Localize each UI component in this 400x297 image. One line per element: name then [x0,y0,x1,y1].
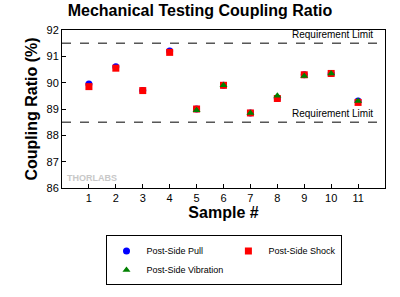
svg-text:Post-Side Pull: Post-Side Pull [147,246,204,256]
svg-text:Requirement Limit: Requirement Limit [292,108,373,119]
svg-text:4: 4 [167,192,173,204]
svg-text:6: 6 [220,192,226,204]
svg-text:7: 7 [247,192,253,204]
svg-text:86: 86 [47,182,59,194]
svg-text:Post-Side Shock: Post-Side Shock [268,246,335,256]
svg-text:Post-Side Vibration: Post-Side Vibration [147,265,224,275]
svg-text:89: 89 [47,103,59,115]
svg-text:91: 91 [47,50,59,62]
svg-text:Sample #: Sample # [188,204,258,221]
svg-text:10: 10 [325,192,337,204]
svg-text:88: 88 [47,129,59,141]
svg-text:Requirement Limit: Requirement Limit [292,29,373,40]
svg-text:92: 92 [47,24,59,36]
svg-text:3: 3 [140,192,146,204]
svg-text:Mechanical Testing Coupling Ra: Mechanical Testing Coupling Ratio [68,2,333,19]
svg-text:11: 11 [352,192,363,204]
svg-text:Coupling Ratio (%): Coupling Ratio (%) [23,37,40,180]
svg-text:90: 90 [47,77,59,89]
svg-text:87: 87 [47,156,59,168]
svg-text:2: 2 [113,192,119,204]
svg-text:5: 5 [194,192,200,204]
svg-text:8: 8 [274,192,280,204]
svg-text:1: 1 [86,192,92,204]
svg-text:9: 9 [301,192,307,204]
svg-text:THORLABS: THORLABS [67,173,117,183]
